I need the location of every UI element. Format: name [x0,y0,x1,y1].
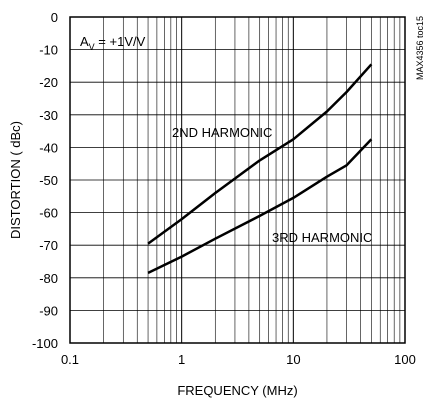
gain-condition-symbol: A [80,34,89,49]
y-tick-label: -100 [32,336,58,351]
y-tick-label: -40 [39,140,58,155]
x-tick-label: 0.1 [61,352,79,367]
y-tick-label: -80 [39,271,58,286]
gain-condition-subscript: V [89,42,95,52]
y-tick-labels: 0 -10 -20 -30 -40 -50 -60 -70 -80 -90 -100 [32,10,58,351]
x-axis-label: FREQUENCY (MHz) [177,383,297,398]
y-tick-label: -60 [39,206,58,221]
x-tick-label: 100 [394,352,416,367]
series-line-2nd-harmonic [147,63,373,245]
y-tick-label: -90 [39,303,58,318]
grid [70,17,405,343]
series-line-3rd-harmonic [147,138,373,275]
y-axis-label: DISTORTION ( dBc) [8,121,23,239]
gain-condition-value: = +1V/V [95,34,146,49]
series-label-3rd-harmonic: 3RD HARMONIC [272,230,372,245]
y-tick-label: -20 [39,75,58,90]
x-tick-label: 10 [286,352,300,367]
plot-frame [69,16,406,344]
y-tick-label: -30 [39,108,58,123]
y-tick-label: -70 [39,238,58,253]
y-tick-label: -50 [39,173,58,188]
gain-condition-label: AV = +1V/V [80,34,146,52]
y-tick-label: -10 [39,43,58,58]
x-tick-label: 1 [178,352,185,367]
y-tick-label: 0 [51,10,58,25]
series-label-2nd-harmonic: 2ND HARMONIC [172,125,272,140]
x-tick-labels: 0.1 1 10 100 [61,352,416,367]
figure-id: MAX4356 toc15 [415,16,425,80]
series-layer [147,63,373,275]
